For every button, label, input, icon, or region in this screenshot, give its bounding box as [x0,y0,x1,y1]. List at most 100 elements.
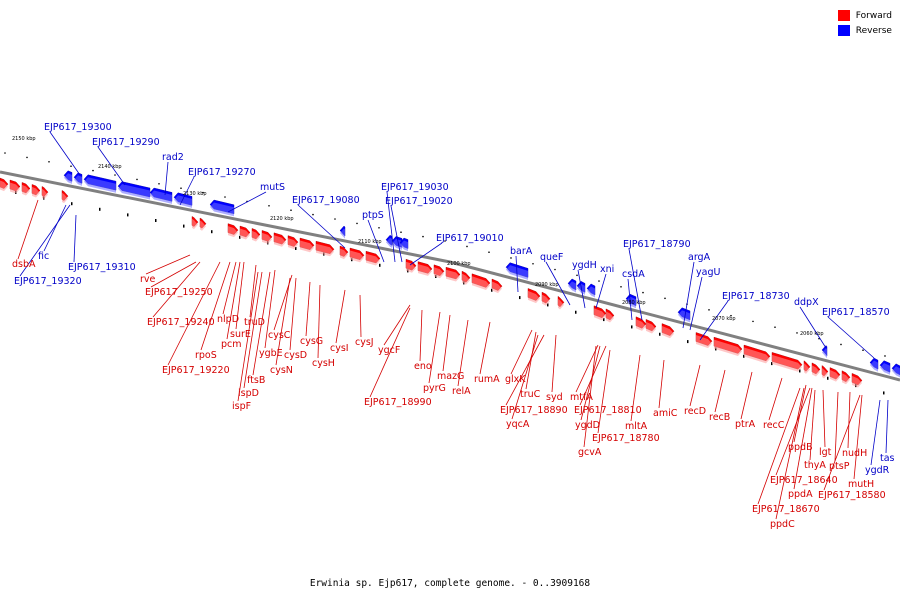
label-leader [689,364,701,407]
label-leader [390,205,403,263]
gene-label: ygdR [865,465,890,476]
label-leader [799,306,827,349]
gene-shadow [434,267,444,279]
gene-label: cysH [312,358,335,369]
label-leader [793,387,813,490]
label-leader [597,349,611,434]
scale-tick [827,376,829,380]
gene-label: EJP617_18670 [752,504,820,515]
gene-label: EJP617_18570 [822,307,890,318]
label-leader [822,389,826,448]
scale-tick [771,362,773,366]
label-leader [809,389,816,461]
label-leader [369,307,411,398]
scale-dot [774,326,776,328]
gene-shadow [528,290,540,304]
gene-label: xni [600,264,614,275]
gene-label: ppdB [788,442,813,453]
gene-label: EJP617_19300 [44,122,112,133]
scale-tick [239,235,241,239]
label-leader [853,394,863,480]
gene-shadow [300,240,314,253]
gene-label: argA [688,252,711,263]
gene-label: ftsB [247,375,265,386]
gene-shadow [64,173,72,184]
scale-tick [491,288,493,292]
gene-label: pyrG [423,383,446,394]
scale-dot [444,240,446,242]
gene-shadow [830,370,840,382]
label-leaders [17,131,889,520]
label-leader [167,261,221,366]
gene-label: yagU [696,267,720,278]
scale-label: 2060 kbp [800,331,824,337]
gene-label: EJP617_18730 [722,291,790,302]
legend: Forward Reverse [837,8,892,38]
scale-dot [268,205,270,207]
label-leader [252,271,271,376]
label-leader [834,391,839,462]
legend-reverse-label: Reverse [855,25,892,36]
scale-label: 2130 kbp [183,191,207,197]
gene-shadow [662,326,674,339]
scale-dot [862,349,864,352]
label-leader [577,269,586,309]
scale-dot [532,262,534,265]
gene-label: ppdC [770,519,795,530]
gene-label: eno [414,361,432,372]
gene-label: dsbA [12,259,36,270]
gene-shadow [392,238,402,250]
gene-label: cysD [284,350,307,361]
scale-labels: 2150 kbp 2140 kbp 2130 kbp 2120 kbp 2110 kbp… [12,136,824,337]
scale-dot [312,213,314,216]
gene-shadow [542,294,550,306]
label-leader [768,377,783,421]
gene-label: csdA [622,269,645,280]
label-leader [409,242,443,266]
gene-label: rve [140,274,156,285]
gene-label: thyA [804,460,826,471]
label-leader [714,369,726,413]
gene-label: rpoS [195,350,217,361]
label-leader [367,219,385,263]
label-leader [511,334,539,420]
scale-dot [356,222,358,225]
gene-label: tas [880,453,895,464]
gene-shadow [340,228,345,239]
gene-label: rad2 [162,152,184,163]
label-leader [630,354,641,422]
scale-tick [71,202,73,206]
scale-dot [466,245,468,248]
label-leader [200,261,231,351]
gene-label: ygdD [575,420,600,431]
gene-shadow [0,180,8,192]
scale-label: 2070 kbp [712,316,736,322]
gene-label: glxK [505,374,526,385]
forward-swatch [837,10,850,21]
scale-dot [202,191,204,194]
gene-shadow [366,253,380,266]
gene-shadow [288,238,298,250]
gene-shadow [118,184,150,200]
label-leader [525,331,537,390]
label-leader [43,204,67,252]
scale-dot [224,196,226,198]
scale-tick [379,263,381,267]
gene-label: recC [763,420,785,431]
scale-dot [378,227,380,229]
scale-dot [158,183,160,185]
gene-shadow [84,177,116,193]
label-leader [152,261,201,318]
gene-label: ddpX [794,297,819,308]
gene-shadow [262,232,272,244]
gene-label: truC [520,389,541,400]
gene-label: EJP617_18990 [364,397,432,408]
gene-shadow [252,230,260,242]
scale-dot [796,332,798,334]
gene-label: EJP617_19250 [145,287,213,298]
gene-label: queF [540,252,563,263]
gene-shadow [606,311,614,323]
scale-dot [136,178,138,181]
gene-label: ptsP [829,461,850,472]
